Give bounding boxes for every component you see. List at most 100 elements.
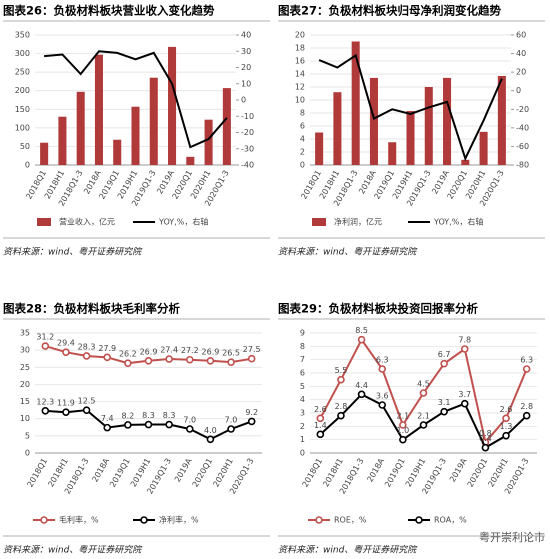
point [227,358,235,366]
point [419,421,428,429]
y-tick-label: 250 [15,68,30,77]
bar [149,77,158,165]
y-tick-label: 350 [15,31,30,40]
point [41,407,50,415]
value-label: 26.2 [119,350,137,359]
bar [94,54,103,165]
source: 资料来源：wind、粤开证券研究院 [3,247,143,258]
value-label: 4.0 [204,426,217,435]
y-tick-label: 9 [300,329,305,338]
value-label: 3.1 [438,398,451,407]
point [144,356,153,365]
point [82,352,91,360]
value-label: 6.3 [520,356,533,365]
point [103,423,112,432]
y2-tick-label: -20 [241,128,254,137]
y-tick-label: 6 [300,122,305,131]
point [399,421,407,429]
y-tick-label: 5 [25,431,30,440]
bar [222,88,231,165]
value-label: 29.4 [57,339,75,348]
value-label: 31.2 [36,333,54,342]
value-label: 3.6 [376,392,389,401]
y-tick-label: 14 [295,70,305,79]
legend-marker [140,516,148,524]
legend-label: ROA，% [434,516,467,525]
point [247,417,256,426]
source: 资料来源：wind、粤开证券研究院 [278,545,418,556]
point [62,348,70,357]
bar [497,75,506,165]
point [62,408,70,417]
x-tick-label: 2019A [173,456,194,483]
y2-tick-label: -30 [241,144,254,153]
y2-tick-label: 20 [516,68,526,77]
value-label: 11.9 [57,399,75,408]
series-line [44,50,228,149]
y2-tick-label: 0 [516,86,521,95]
value-label: 7.0 [183,416,196,425]
y-tick-label: 18 [295,44,305,53]
value-label: 7.0 [225,416,238,425]
point [247,354,256,363]
x-tick-label: 2018A [90,456,111,483]
point [41,342,50,350]
value-label: 27.5 [243,345,261,354]
value-label: 8.2 [121,411,134,420]
point [522,365,531,373]
legend-label: YOY,%，右轴 [158,217,208,227]
value-label: 9.2 [245,408,258,417]
y-tick-label: 7 [300,355,305,364]
bar [76,91,85,165]
y2-tick-label: -60 [516,142,529,151]
value-label: 2.1 [417,412,430,421]
value-label: 2.1 [396,412,409,421]
y-tick-label: 0 [300,449,305,458]
point [103,353,112,362]
bar [406,111,415,165]
bar [186,156,195,165]
y-tick-label: 0 [300,161,305,170]
y2-tick-label: 10 [241,79,251,88]
series-line [318,53,503,162]
y2-tick-label: 40 [241,31,251,40]
value-label: 27.4 [160,346,178,355]
legend-marker [415,516,423,524]
y2-tick-label: -40 [241,161,254,170]
point [460,345,469,353]
legend-swatch [312,218,326,226]
y-tick-label: 6 [300,369,305,378]
y-tick-label: 4 [300,135,305,144]
point [185,425,194,433]
bar [113,139,122,165]
value-label: 12.3 [36,397,54,406]
y-tick-label: 3 [300,409,305,418]
y-tick-label: 150 [15,105,30,114]
bar [461,159,470,165]
y2-tick-label: 30 [241,47,251,56]
point [522,411,531,420]
point [185,355,194,364]
point [316,430,325,439]
value-label: 26.5 [222,349,240,358]
bar [369,77,378,165]
value-label: 27.9 [98,344,116,353]
bar [40,142,49,165]
point [206,356,215,365]
y2-tick-label: 40 [516,49,526,58]
point [124,421,132,429]
y-tick-label: 0 [25,449,30,458]
value-label: 7.8 [458,336,471,345]
value-label: 2.8 [335,402,348,411]
y-tick-label: 10 [295,96,305,105]
bar [131,106,140,165]
value-label: 26.9 [140,347,158,356]
point [440,407,448,416]
point [82,406,91,414]
value-label: 6.3 [376,356,389,365]
point [378,365,387,373]
x-tick-label: 2018A [365,456,386,483]
y-tick-label: 16 [295,57,305,66]
value-label: 4.5 [417,380,430,389]
value-label: 8.5 [355,326,368,335]
